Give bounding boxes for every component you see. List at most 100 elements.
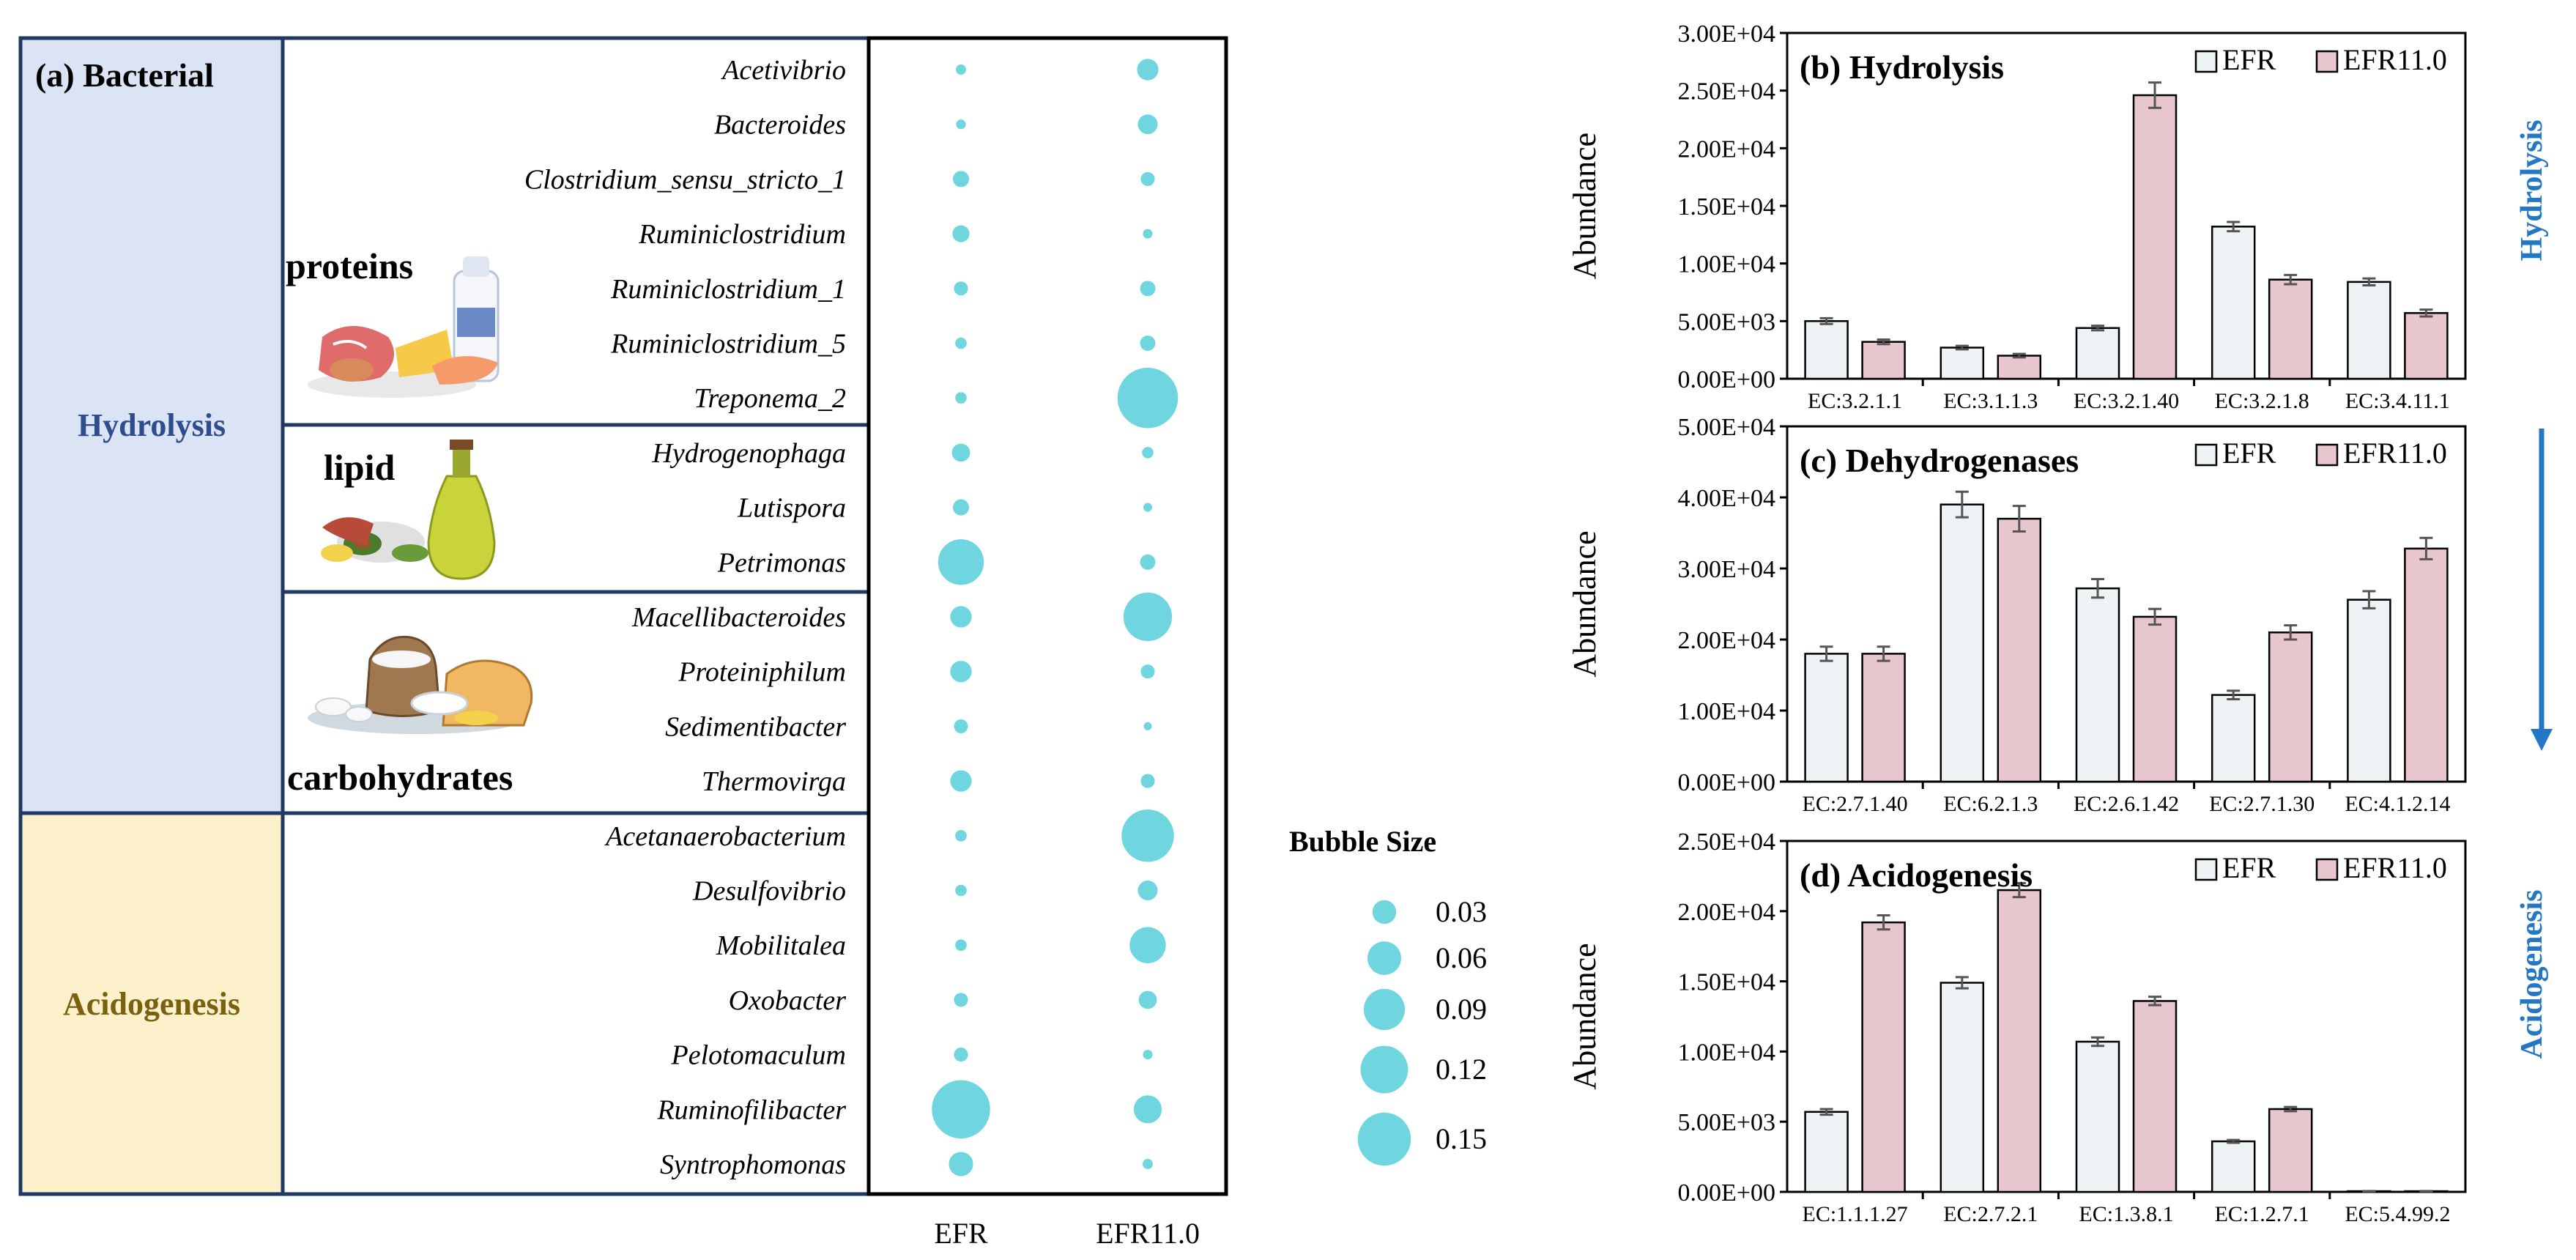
bubble-chart-panel: (a) Bacterial Hydrolysis Acidogenesis pr…	[18, 36, 1487, 1250]
y-tick-label: 1.00E+04	[1678, 251, 1775, 278]
y-tick-label: 0.00E+00	[1678, 1179, 1775, 1207]
plot-frame	[1786, 840, 2467, 1193]
bubble	[954, 719, 968, 733]
bubble	[954, 1048, 968, 1062]
bar	[2268, 278, 2313, 380]
bar	[1804, 1111, 1849, 1193]
bubble	[1143, 1050, 1153, 1060]
x-tick-label: EC:4.1.2.14	[2345, 792, 2450, 816]
bubbles	[932, 59, 1178, 1176]
y-tick-label: 2.00E+04	[1678, 136, 1775, 163]
bar	[1940, 503, 1985, 783]
y-tick-label: 3.00E+04	[1678, 556, 1775, 583]
genus-label: Syntrophomonas	[660, 1149, 846, 1180]
bar	[2404, 547, 2449, 783]
y-tick-label: 0.00E+00	[1678, 366, 1775, 393]
bubble	[1121, 809, 1174, 862]
bubble	[952, 225, 970, 242]
bubble-x-tick-label: EFR11.0	[1096, 1217, 1200, 1250]
bubble	[1117, 367, 1178, 429]
legend-size-label: 0.15	[1436, 1122, 1487, 1155]
bar-panel: 0.00E+00 5.00E+03 1.00E+04 1.50E+04 2.00E+04…	[1567, 829, 2467, 1226]
bubble	[1137, 880, 1158, 901]
legend-label: EFR11.0	[2343, 43, 2447, 76]
x-tick-label: EC:3.1.1.3	[1943, 389, 2038, 413]
y-tick-label: 1.50E+04	[1678, 969, 1775, 996]
acidogenesis-stage-label: Acidogenesis	[63, 986, 240, 1022]
x-tick-label: EC:2.7.1.30	[2209, 792, 2315, 816]
genus-label: Ruminiclostridium	[638, 219, 846, 250]
genus-label: Bacteroides	[714, 110, 846, 141]
panel-a-title: (a) Bacterial	[35, 56, 214, 94]
legend-size-label: 0.06	[1436, 941, 1487, 974]
bubble	[1140, 336, 1156, 351]
legend-swatch	[2315, 858, 2339, 881]
legend-swatch	[2194, 443, 2218, 467]
bubble	[1143, 722, 1152, 730]
flow-arrow-head	[2531, 729, 2553, 751]
y-tick-label: 1.00E+04	[1678, 1039, 1775, 1066]
bar	[2268, 631, 2313, 783]
legend-label: EFR11.0	[2343, 437, 2447, 470]
genus-label: Oxobacter	[729, 985, 847, 1016]
bar	[2211, 694, 2256, 783]
carbohydrates-group-label: carbohydrates	[287, 757, 513, 798]
x-tick-label: EC:3.2.1.40	[2074, 389, 2179, 413]
legend-bubble	[1363, 988, 1406, 1031]
bubble	[955, 830, 967, 842]
bar	[1940, 982, 1985, 1193]
bubble	[956, 119, 966, 130]
x-tick-label: EC:1.2.7.1	[2215, 1202, 2309, 1226]
bubble	[1137, 59, 1159, 81]
bubble	[952, 499, 970, 516]
bar	[1997, 355, 2042, 380]
bar	[1861, 921, 1906, 1193]
side-hydrolysis-label: Hydrolysis	[2515, 120, 2549, 262]
panel-frames	[18, 36, 1228, 1196]
bar-panel: 0.00E+00 1.00E+04 2.00E+04 3.00E+04 4.00E+04…	[1567, 414, 2467, 816]
bubble	[1143, 503, 1153, 512]
bubble-x-tick-label: EFR	[934, 1217, 988, 1250]
bubble-x-tick-labels: EFR EFR11.0	[934, 1217, 1200, 1250]
genus-label: Mobilitalea	[716, 930, 846, 961]
x-tick-label: EC:6.2.1.3	[1943, 792, 2038, 816]
y-tick-label: 3.00E+04	[1678, 21, 1775, 48]
bar	[2211, 226, 2256, 380]
bar	[1804, 320, 1849, 380]
y-tick-label: 2.50E+04	[1678, 829, 1775, 856]
carbohydrates-food-icon	[308, 635, 533, 734]
bubble-size-legend: 0.03 0.06 0.09 0.12 0.15	[1357, 895, 1487, 1166]
bar	[2075, 587, 2120, 783]
legend-size-label: 0.12	[1436, 1053, 1487, 1086]
genus-label: Thermovirga	[702, 766, 846, 797]
bubble-size-legend-title: Bubble Size	[1289, 825, 1436, 858]
bubble	[1140, 171, 1155, 186]
bubble	[1129, 927, 1166, 963]
y-tick-label: 4.00E+04	[1678, 485, 1775, 512]
side-acidogenesis-label: Acidogenesis	[2515, 890, 2549, 1059]
x-tick-label: EC:5.4.99.2	[2345, 1202, 2450, 1226]
bubble	[956, 64, 966, 75]
legend-size-label: 0.03	[1436, 895, 1487, 928]
panel-title: (d) Acidogenesis	[1800, 856, 2033, 894]
bubble	[952, 171, 970, 188]
bubble	[1140, 774, 1155, 788]
x-tick-label: EC:3.2.1.8	[2215, 389, 2309, 413]
bar	[2347, 598, 2391, 783]
genus-label: Hydrogenophaga	[651, 438, 846, 469]
y-tick-label: 5.00E+03	[1678, 308, 1775, 336]
bar	[1804, 653, 1849, 783]
genus-label: Ruminiclostridium_5	[610, 329, 846, 360]
bubble	[950, 770, 972, 792]
bar	[2404, 312, 2449, 380]
genus-label: Ruminiclostridium_1	[610, 274, 846, 305]
bar	[2132, 615, 2178, 783]
y-tick-label: 1.00E+04	[1678, 698, 1775, 725]
bar	[1997, 517, 2042, 783]
bar	[2268, 1108, 2313, 1193]
bar	[1940, 346, 1985, 380]
panel-title: (b) Hydrolysis	[1800, 48, 2004, 86]
hydrolysis-stage-label: Hydrolysis	[78, 407, 226, 443]
bubble	[955, 392, 967, 404]
